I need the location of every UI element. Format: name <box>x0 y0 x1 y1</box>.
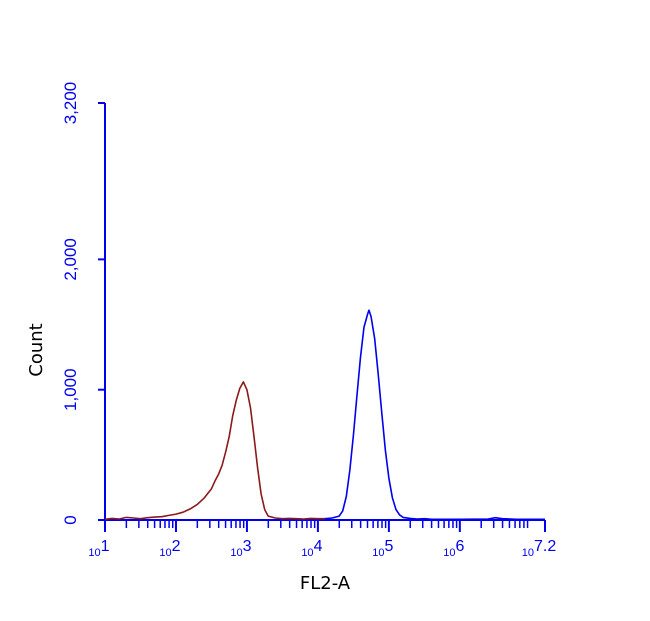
y-tick-label: 3,200 <box>61 82 80 125</box>
chart-axes <box>104 103 545 521</box>
x-axis-ticks: 101 102 103 104 105 106 107.2 <box>88 520 556 559</box>
x-tick-label: 103 <box>230 538 251 559</box>
y-axis-ticks: 0 1,000 2,000 3,200 <box>61 82 105 525</box>
x-tick-label: 102 <box>159 538 180 559</box>
y-tick-label: 2,000 <box>61 238 80 281</box>
y-tick-label: 1,000 <box>61 368 80 411</box>
x-axis-title: FL2-A <box>300 573 351 594</box>
y-axis-title: Count <box>26 323 47 376</box>
x-tick-label: 107.2 <box>522 538 557 559</box>
y-tick-label: 0 <box>61 515 80 524</box>
x-tick-label: 101 <box>88 538 109 559</box>
series-line-2 <box>324 309 545 521</box>
series-line-1 <box>104 381 325 521</box>
series-layer <box>104 309 545 521</box>
x-tick-label: 105 <box>372 538 393 559</box>
x-tick-label: 104 <box>301 538 322 559</box>
x-tick-label: 106 <box>443 538 464 559</box>
